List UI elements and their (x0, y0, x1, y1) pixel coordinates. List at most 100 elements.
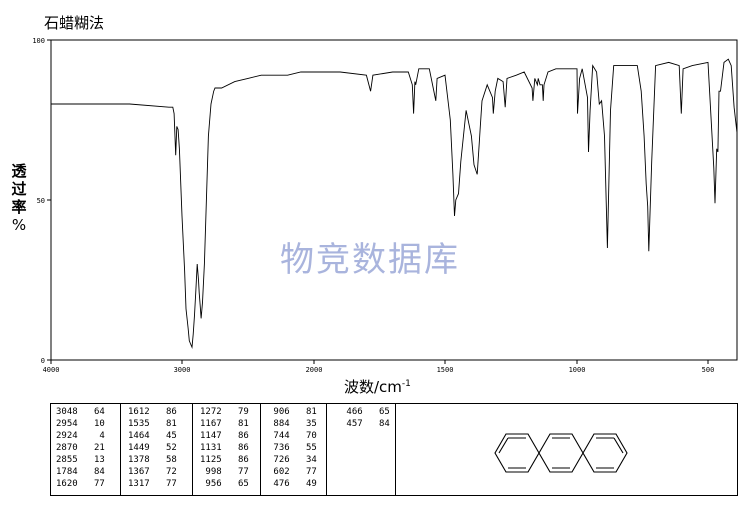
peak-wavenumber: 1367 (128, 467, 150, 477)
x-tick-label: 500 (702, 366, 715, 374)
y-axis-label-char: 透 (11, 162, 27, 180)
peak-table-column: 3048 64 2954 10 2924 4 2870 21 2855 13 1784 8… (56, 406, 105, 490)
peak-wavenumber: 744 (268, 431, 290, 441)
x-axis-label: 波数/cm-1 (344, 376, 411, 397)
spectrum-line (51, 58, 738, 349)
peak-transmittance: 77 (221, 467, 249, 477)
peak-wavenumber: 2870 (56, 443, 78, 453)
peak-table-row: 1147 86 (200, 430, 249, 442)
double-bond (498, 437, 509, 454)
y-tick-label: 100 (32, 37, 45, 45)
peak-wavenumber: 457 (341, 419, 363, 429)
peak-transmittance: 52 (149, 443, 177, 453)
double-bond (613, 437, 624, 454)
peak-wavenumber: 906 (268, 407, 290, 417)
peak-wavenumber: 1612 (128, 407, 150, 417)
peak-wavenumber: 956 (200, 479, 222, 489)
peak-table-row: 457 84 (341, 418, 390, 430)
axis-ticks: 4000 3000 2000 1500 1000 500 0 50 100 (32, 37, 714, 374)
x-tick-label: 3000 (174, 366, 191, 374)
peak-wavenumber: 2954 (56, 419, 78, 429)
peak-wavenumber: 884 (268, 419, 290, 429)
peak-table-row: 956 65 (200, 478, 248, 490)
peak-table-row: 1620 77 (56, 478, 105, 490)
x-tick-label: 2000 (306, 366, 323, 374)
peak-wavenumber: 1167 (200, 419, 222, 429)
peak-transmittance: 77 (289, 467, 317, 477)
benzene-ring-right (582, 433, 628, 473)
peak-table-row: 1272 79 (200, 406, 249, 418)
peak-transmittance: 45 (149, 431, 177, 441)
peak-transmittance: 86 (221, 455, 249, 465)
peak-wavenumber: 1620 (56, 479, 78, 489)
peak-table-row: 1131 86 (200, 442, 249, 454)
peak-table: 3048 64 2954 10 2924 4 2870 21 2855 13 1784 8… (50, 403, 738, 496)
peak-transmittance: 34 (289, 455, 317, 465)
peak-transmittance: 13 (77, 455, 105, 465)
peak-wavenumber: 998 (200, 467, 222, 477)
plot-frame (50, 39, 738, 361)
peak-wavenumber: 726 (268, 455, 290, 465)
table-divider (260, 403, 261, 496)
peak-table-row: 1125 86 (200, 454, 249, 466)
peak-table-row: 726 34 (268, 454, 317, 466)
peak-table-row: 1535 81 (128, 418, 177, 430)
peak-transmittance: 81 (149, 419, 177, 429)
peak-wavenumber: 476 (268, 479, 290, 489)
table-divider (120, 403, 121, 496)
y-axis-label-char: 率 (11, 198, 27, 216)
peak-wavenumber: 1464 (128, 431, 150, 441)
peak-table-row: 906 81 (268, 406, 316, 418)
peak-transmittance: 10 (77, 419, 105, 429)
peak-transmittance: 79 (221, 407, 249, 417)
peak-wavenumber: 736 (268, 443, 290, 453)
peak-wavenumber: 602 (268, 467, 290, 477)
peak-transmittance: 81 (221, 419, 249, 429)
peak-table-row: 602 77 (268, 466, 317, 478)
table-divider (395, 403, 396, 496)
anthracene-structure (494, 433, 628, 473)
x-axis-label-text: 波数/cm (344, 378, 402, 396)
peak-table-row: 736 55 (268, 442, 317, 454)
watermark: 物竞数据库 (280, 240, 460, 280)
peak-table-row: 1367 72 (128, 466, 177, 478)
peak-wavenumber: 3048 (56, 407, 78, 417)
peak-wavenumber: 466 (341, 407, 363, 417)
peak-table-row: 1464 45 (128, 430, 177, 442)
peak-table-column: 906 81 884 35 744 70 736 55 726 34 602 7… (268, 406, 317, 490)
benzene-ring-left (494, 433, 540, 473)
peak-transmittance: 77 (149, 479, 177, 489)
peak-transmittance: 64 (77, 407, 105, 417)
ir-spectrum-chart: 4000 3000 2000 1500 1000 500 0 50 100 (32, 37, 738, 374)
y-axis-label-char: % (11, 216, 27, 234)
y-axis-label-char: 过 (11, 180, 27, 198)
peak-transmittance: 55 (289, 443, 317, 453)
y-tick-label: 0 (41, 357, 45, 365)
x-tick-label: 1000 (569, 366, 586, 374)
peak-table-row: 1378 58 (128, 454, 177, 466)
peak-wavenumber: 2855 (56, 455, 78, 465)
peak-table-row: 1167 81 (200, 418, 249, 430)
peak-transmittance: 84 (362, 419, 390, 429)
peak-table-row: 476 49 (268, 478, 316, 490)
peak-wavenumber: 1147 (200, 431, 222, 441)
peak-transmittance: 70 (289, 431, 317, 441)
peak-table-row: 1449 52 (128, 442, 177, 454)
peak-transmittance: 35 (289, 419, 317, 429)
peak-table-row: 1317 77 (128, 478, 177, 490)
y-axis-label: 透 过 率 % (8, 162, 30, 234)
peak-transmittance: 77 (77, 479, 105, 489)
peak-table-row: 2870 21 (56, 442, 105, 454)
method-label: 石蜡糊法 (44, 14, 105, 32)
peak-table-row: 2855 13 (56, 454, 105, 466)
peak-transmittance: 84 (77, 467, 105, 477)
peak-table-row: 1784 84 (56, 466, 105, 478)
peak-wavenumber: 1535 (128, 419, 150, 429)
peak-wavenumber: 1272 (200, 407, 222, 417)
peak-wavenumber: 1784 (56, 467, 78, 477)
peak-table-row: 2954 10 (56, 418, 105, 430)
peak-table-row: 1612 86 (128, 406, 177, 418)
peak-table-row: 3048 64 (56, 406, 105, 418)
peak-table-row: 2924 4 (56, 430, 105, 442)
peak-wavenumber: 2924 (56, 431, 78, 441)
